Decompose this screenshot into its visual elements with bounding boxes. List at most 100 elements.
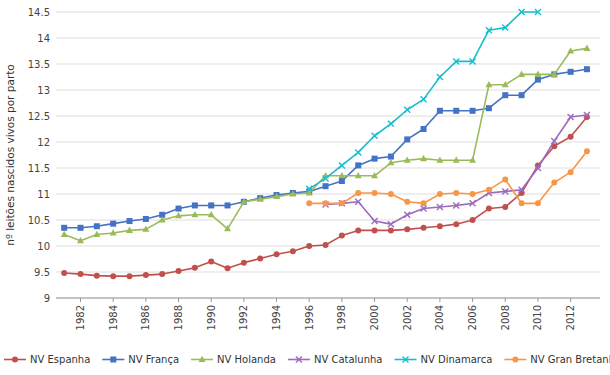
legend-marker [512,357,518,363]
point [502,176,508,182]
point [355,149,361,155]
point [502,92,508,98]
x-tick-label: 1988 [173,305,184,330]
point [551,138,557,144]
point [339,178,345,184]
legend-marker [199,356,206,362]
x-tick [243,298,244,302]
point [568,169,574,175]
point [404,199,410,205]
point [568,114,574,120]
x-tick [309,298,310,302]
point [241,199,247,205]
series [61,66,590,231]
x-tick-label: 1986 [140,305,151,330]
y-tick-label: 13 [37,85,50,96]
point [535,200,541,206]
grid-line [56,168,600,169]
x-tick-label: 2000 [369,305,380,330]
point [323,242,329,248]
point [404,107,410,113]
legend-label: NV França [128,354,179,365]
y-grid [56,12,600,298]
grid-line [56,12,600,13]
point [78,271,84,277]
grid-line [56,298,600,299]
point [225,265,231,271]
point [306,189,313,195]
x-tick [472,298,473,302]
point [534,71,541,77]
point [486,187,492,193]
series [61,114,590,279]
y-tick-label: 12.5 [28,111,50,122]
point [289,190,296,196]
point [355,190,361,196]
point [175,212,182,218]
legend-item: NV Gran Bretanha [504,354,610,365]
x-tick [276,298,277,302]
x-tick-label: 1998 [336,305,347,330]
legend-marker [403,357,409,363]
point [584,112,590,118]
legend-item: NV Dinamarca [395,354,493,365]
point [437,191,443,197]
point [404,212,410,218]
point [290,248,296,254]
point [257,255,263,261]
point [502,81,509,87]
point [355,172,362,178]
point [486,206,492,212]
y-tick-label: 12 [37,137,50,148]
series-line [326,115,587,224]
x-tick [145,298,146,302]
series [306,148,590,206]
point [519,187,525,193]
x-tick-label: 2008 [500,305,511,330]
point [192,265,198,271]
point [208,259,214,265]
point [568,134,574,140]
y-tick-label: 11.5 [28,163,50,174]
point [486,105,492,111]
point [110,221,116,227]
point [502,188,508,194]
y-axis: 99.51010.51111.51212.51313.51414.5 [28,7,50,304]
point [371,172,378,178]
point [93,231,100,237]
point [372,227,378,233]
x-tick-label: 1990 [206,305,217,330]
point [470,58,476,64]
series-line [64,48,587,240]
point [61,231,68,237]
point [404,226,410,232]
point [388,221,394,227]
point [290,190,296,196]
point [470,217,476,223]
legend-marker [12,357,18,363]
point [61,225,67,231]
x-tick-label: 2010 [532,305,543,330]
point [61,270,67,276]
point [355,162,361,168]
point [568,69,574,75]
point [306,243,312,249]
point [323,175,329,181]
point [94,223,100,229]
point [224,225,231,231]
point [404,136,410,142]
x-tick [374,298,375,302]
point [421,126,427,132]
x-tick-label: 2004 [434,305,445,330]
point [176,268,182,274]
y-tick-label: 14 [37,33,50,44]
point [583,45,590,51]
grid-line [56,194,600,195]
point [208,202,214,208]
point [387,159,394,165]
point [192,202,198,208]
point [323,183,329,189]
grid-line [56,116,600,117]
point [420,155,427,161]
legend-item: NV Espanha [4,354,90,365]
